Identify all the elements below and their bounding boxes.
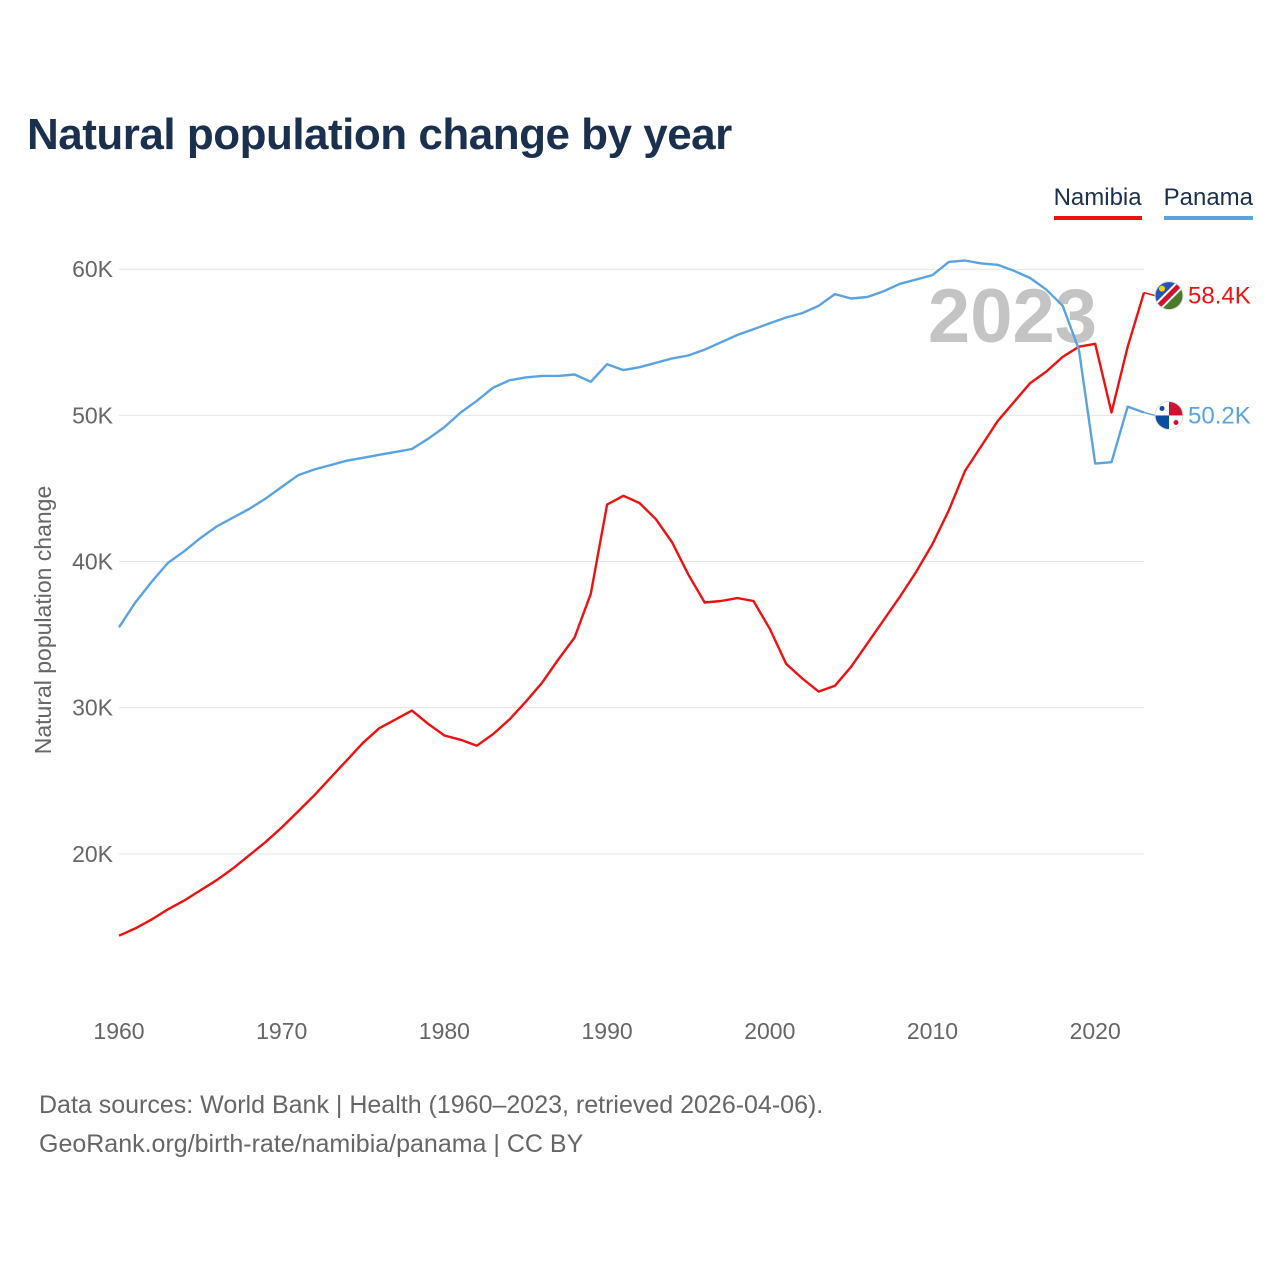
- series-line-namibia: [118, 292, 1146, 937]
- end-value-label-namibia: 58.4K: [1188, 283, 1251, 310]
- footer: Data sources: World Bank | Health (1960–…: [39, 1086, 823, 1164]
- data-source-note: Data sources: World Bank | Health (1960–…: [39, 1091, 824, 1119]
- x-tick-label: 2000: [744, 1018, 795, 1044]
- y-tick-label: 20K: [72, 841, 114, 867]
- y-tick-label: 60K: [72, 256, 114, 282]
- x-tick-label: 2020: [1070, 1018, 1121, 1044]
- end-connector-panama: [1143, 411, 1156, 417]
- y-tick-label: 40K: [72, 549, 114, 575]
- end-value-label-panama: 50.2K: [1188, 402, 1251, 429]
- x-tick-label: 1970: [256, 1018, 307, 1044]
- y-tick-label: 50K: [72, 402, 114, 428]
- source-url: GeoRank.org/birth-rate/namibia/panama | …: [39, 1130, 584, 1158]
- x-tick-label: 1990: [582, 1018, 633, 1044]
- x-tick-label: 2010: [907, 1018, 958, 1044]
- legend: Namibia Panama: [1053, 184, 1253, 220]
- year-label: 2023: [928, 274, 1097, 359]
- series-line-panama: [117, 259, 1145, 628]
- panama-flag-icon: [1154, 400, 1184, 430]
- chart-title: Natural population change by year: [27, 110, 732, 159]
- y-axis-label: Natural population change: [30, 486, 56, 755]
- namibia-flag-icon: [1154, 281, 1184, 311]
- line-chart: 20K 30K 40K 50K 60K 1960 1970 1980 1990 2000 2010 2…: [30, 256, 1251, 1044]
- end-connector-namibia: [1143, 291, 1156, 297]
- legend-item-panama[interactable]: Panama: [1163, 184, 1253, 220]
- x-tick-label: 1960: [93, 1018, 144, 1044]
- legend-item-namibia[interactable]: Namibia: [1053, 184, 1142, 220]
- y-tick-label: 30K: [72, 695, 114, 721]
- x-tick-label: 1980: [419, 1018, 470, 1044]
